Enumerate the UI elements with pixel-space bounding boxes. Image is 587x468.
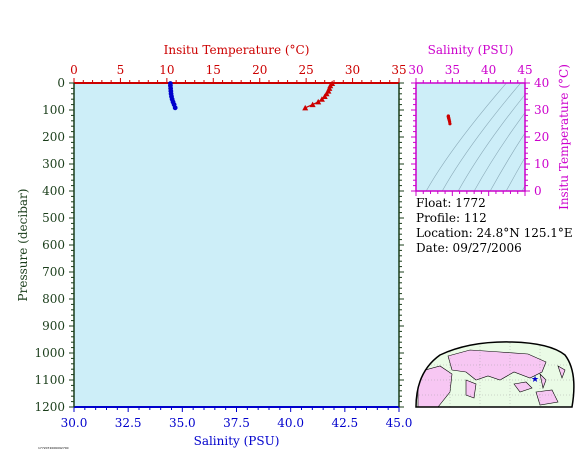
salinity-axis-title: Salinity (PSU) [194, 434, 280, 448]
map-land [417, 349, 566, 407]
temperature-tick-label: 5 [117, 63, 125, 77]
temperature-tick-label: 25 [299, 63, 314, 77]
density-contour [473, 112, 525, 191]
pressure-tick-label: 1000 [34, 346, 65, 360]
ts-temperature-tick-label: 10 [534, 157, 549, 171]
ts-salinity-tick-label: 35 [445, 63, 460, 77]
temperature-axis-title: Insitu Temperature (°C) [164, 43, 310, 57]
density-contour [457, 94, 525, 191]
land-mass [557, 365, 566, 379]
ts-temperature-tick-label: 40 [534, 76, 549, 90]
land-mass [535, 389, 559, 406]
temperature-point [309, 101, 316, 108]
location-text: Location: 24.8°N 125.1°E [416, 226, 573, 240]
pressure-axis-title: Pressure (decibar) [16, 189, 30, 302]
pressure-tick-label: 600 [42, 238, 65, 252]
salinity-tick-label: 30.0 [61, 416, 88, 430]
temperature-point [321, 93, 328, 99]
ts-temperature-tick-label: 20 [534, 130, 549, 144]
pressure-tick-label: 0 [57, 76, 65, 90]
date-text: Date: 09/27/2006 [416, 241, 522, 255]
float-location-marker: ★ [531, 375, 539, 385]
pressure-tick-label: 900 [42, 319, 65, 333]
ts-temperature-axis-title: Insitu Temperature (°C) [557, 64, 571, 210]
profile-number: Profile: 112 [416, 211, 487, 225]
salinity-tick-label: 32.5 [115, 416, 142, 430]
temperature-tick-label: 20 [252, 63, 267, 77]
salinity-tick-label: 45.0 [386, 416, 413, 430]
pressure-tick-label: 400 [42, 184, 65, 198]
temperature-point [302, 104, 309, 111]
temperature-tick-label: 15 [206, 63, 221, 77]
pressure-tick-label: 1100 [34, 373, 65, 387]
pressure-tick-label: 1200 [34, 400, 65, 414]
pressure-tick-label: 300 [42, 157, 65, 171]
pressure-tick-label: 200 [42, 130, 65, 144]
temperature-point [315, 98, 322, 105]
salinity-tick-label: 40.0 [277, 416, 304, 430]
salinity-tick-label: 37.5 [223, 416, 250, 430]
map-graticule [416, 341, 574, 407]
pressure-tick-label: 100 [42, 103, 65, 117]
land-mass [465, 379, 477, 399]
land-mass [539, 373, 547, 390]
location-map: ★ [415, 341, 575, 408]
pressure-tick-label: 800 [42, 292, 65, 306]
density-contour [505, 156, 525, 191]
density-contour [425, 83, 507, 191]
density-contours [425, 83, 525, 191]
temperature-tick-label: 10 [159, 63, 174, 77]
pressure-tick-label: 500 [42, 211, 65, 225]
footer-id: 1772072006092700 [38, 446, 69, 450]
land-mass [513, 381, 533, 393]
salinity-tick-label: 35.0 [169, 416, 196, 430]
temperature-tick-label: 30 [345, 63, 360, 77]
temperature-tick-label: 0 [70, 63, 78, 77]
ts-salinity-tick-label: 45 [517, 63, 532, 77]
float-number: Float: 1772 [416, 196, 486, 210]
density-contour [489, 132, 525, 191]
salinity-point [172, 105, 178, 111]
density-contour [441, 83, 522, 191]
ts-temperature-tick-label: 30 [534, 103, 549, 117]
ts-salinity-axis-title: Salinity (PSU) [428, 43, 514, 57]
map-outline [415, 341, 575, 408]
temperature-tick-label: 35 [391, 63, 406, 77]
pressure-tick-label: 700 [42, 265, 65, 279]
ts-background [416, 83, 525, 191]
temperature-point [318, 96, 325, 102]
ts-salinity-tick-label: 40 [481, 63, 496, 77]
ts-point [448, 122, 452, 126]
salinity-tick-label: 42.5 [331, 416, 358, 430]
ts-salinity-tick-label: 30 [408, 63, 423, 77]
plot-background [74, 83, 399, 407]
ts-temperature-tick-label: 0 [534, 184, 542, 198]
